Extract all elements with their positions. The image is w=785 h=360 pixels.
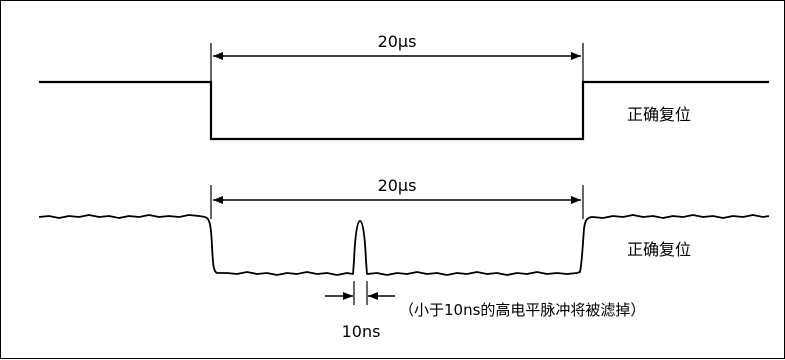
bottom-pulse-width-label: 20µs bbox=[378, 176, 417, 195]
bottom-waveform-group: 20µs 正确复位 10ns （小于10ns的高电平脉冲将被滤掉） bbox=[38, 176, 770, 341]
top-pulse-width-label: 20µs bbox=[378, 32, 417, 51]
top-status-label: 正确复位 bbox=[627, 105, 691, 124]
bottom-waveform-line bbox=[38, 214, 770, 276]
top-waveform-line bbox=[39, 80, 769, 141]
top-waveform-group: 20µs 正确复位 bbox=[39, 32, 769, 141]
glitch-width-label: 10ns bbox=[342, 322, 381, 341]
bottom-status-label: 正确复位 bbox=[627, 240, 691, 259]
glitch-note-label: （小于10ns的高电平脉冲将被滤掉） bbox=[399, 301, 645, 319]
